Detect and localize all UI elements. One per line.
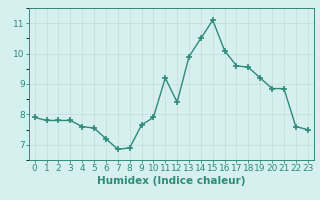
X-axis label: Humidex (Indice chaleur): Humidex (Indice chaleur)	[97, 176, 245, 186]
